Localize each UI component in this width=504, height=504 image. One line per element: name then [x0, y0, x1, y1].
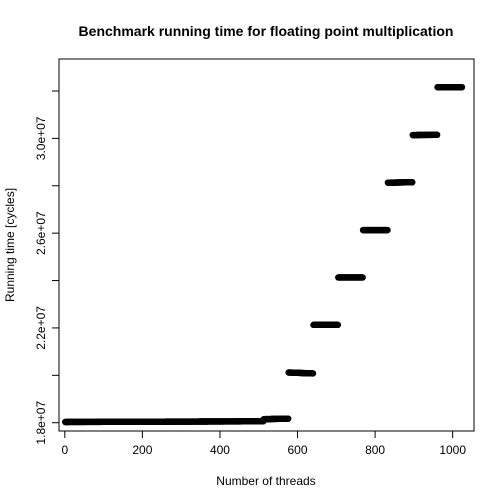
x-tick-label: 200 — [132, 443, 152, 457]
x-axis: 0 200 400 600 800 1000 — [61, 430, 466, 457]
data-point — [334, 321, 342, 329]
x-tick-label: 800 — [365, 443, 385, 457]
data-points — [62, 84, 466, 426]
data-point — [409, 179, 416, 186]
y-axis-label: Running time [cycles] — [3, 188, 17, 302]
x-tick-label: 1000 — [439, 443, 466, 457]
data-point — [285, 415, 292, 422]
data-point — [458, 84, 466, 91]
y-tick-label: 2.6e+07 — [34, 211, 48, 255]
y-tick-label: 1.8e+07 — [34, 401, 48, 445]
data-point — [359, 274, 366, 281]
x-tick-label: 400 — [210, 443, 230, 457]
y-tick-label: 2.2e+07 — [34, 306, 48, 350]
chart-title: Benchmark running time for floating poin… — [79, 23, 454, 39]
y-axis: 1.8e+07 2.2e+07 2.6e+07 3.0e+07 — [34, 90, 60, 445]
y-tick-label: 3.0e+07 — [34, 116, 48, 160]
x-axis-label: Number of threads — [216, 474, 315, 488]
x-tick-label: 600 — [288, 443, 308, 457]
data-point — [309, 370, 317, 377]
x-tick-label: 0 — [61, 443, 68, 457]
data-point — [433, 131, 441, 139]
data-point — [384, 226, 391, 234]
plot-frame — [58, 58, 475, 432]
